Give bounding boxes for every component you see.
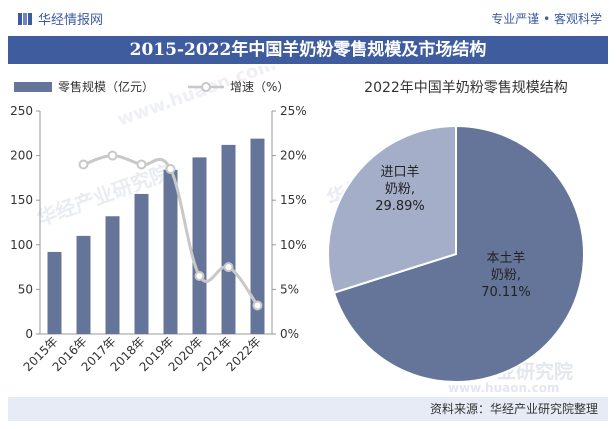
growth-point [194,271,205,282]
bar [163,169,178,334]
pie-slice [332,124,585,383]
watermark: 华经产业研究院 [34,160,174,230]
watermark: www.huaon.com [115,66,279,131]
bar [76,235,91,334]
y-left-tick-label: 100 [10,238,33,252]
y-right-tick-label: 15% [280,193,307,207]
y-left-tick-label: 200 [10,149,33,163]
pie-slice-label: 奶粉, [385,182,415,197]
y-right-tick-label: 20% [280,149,307,163]
chart-panel: 华经产业研究院www.huaon.com华经产业研究院华经产业研究院www.hu… [0,54,616,396]
y-right-tick-label: 10% [280,238,307,252]
legend-bar-swatch [14,82,52,92]
source-note: 资料来源：华经产业研究院整理 [429,402,598,416]
pie-slice [327,124,457,294]
pie-slice-label: 29.89% [375,199,425,214]
y-left-tick-label: 150 [10,193,33,207]
pie-slice-label: 进口羊 [380,164,419,180]
bar [105,216,120,334]
brand-name: 华经情报网 [38,13,104,28]
y-right-tick-label: 25% [280,104,307,118]
pie-slice-label: 本土羊 [486,250,525,266]
legend-bar-label: 零售规模（亿元） [58,79,154,94]
pie-slice-label: 70.11% [481,285,531,300]
growth-point [107,150,118,161]
slogan: 专业严谨 • 客观科学 [491,12,602,26]
brand-logo-icon [18,12,32,25]
y-left-tick-label: 50 [18,282,33,296]
chart-canvas: 华经产业研究院www.huaon.com华经产业研究院华经产业研究院www.hu… [10,54,585,395]
page-title: 2015-2022年中国羊奶粉零售规模及市场结构 [8,36,608,64]
pie-title: 2022年中国羊奶粉零售规模结构 [364,80,568,96]
growth-point [165,163,176,174]
bar [250,138,265,334]
growth-point [78,159,89,170]
legend-line-marker [201,82,211,92]
growth-point [136,159,147,170]
bar [47,251,62,334]
growth-point [223,262,234,273]
bar [134,193,149,334]
bar [221,144,236,334]
growth-point [252,300,263,311]
top-bar: 华经情报网 专业严谨 • 客观科学 [0,0,616,34]
y-right-tick-label: 0% [280,327,299,341]
y-left-tick-label: 0 [25,327,33,341]
legend-line-label: 增速（%） [230,80,289,94]
source-footer: 资料来源：华经产业研究院整理 [8,397,608,421]
y-right-tick-label: 5% [280,282,299,296]
y-left-tick-label: 250 [10,104,33,118]
brand[interactable]: 华经情报网 [18,9,103,28]
bar [192,157,207,334]
watermark: www.huaon.com [448,381,559,395]
pie-slice-label: 奶粉, [491,268,521,283]
